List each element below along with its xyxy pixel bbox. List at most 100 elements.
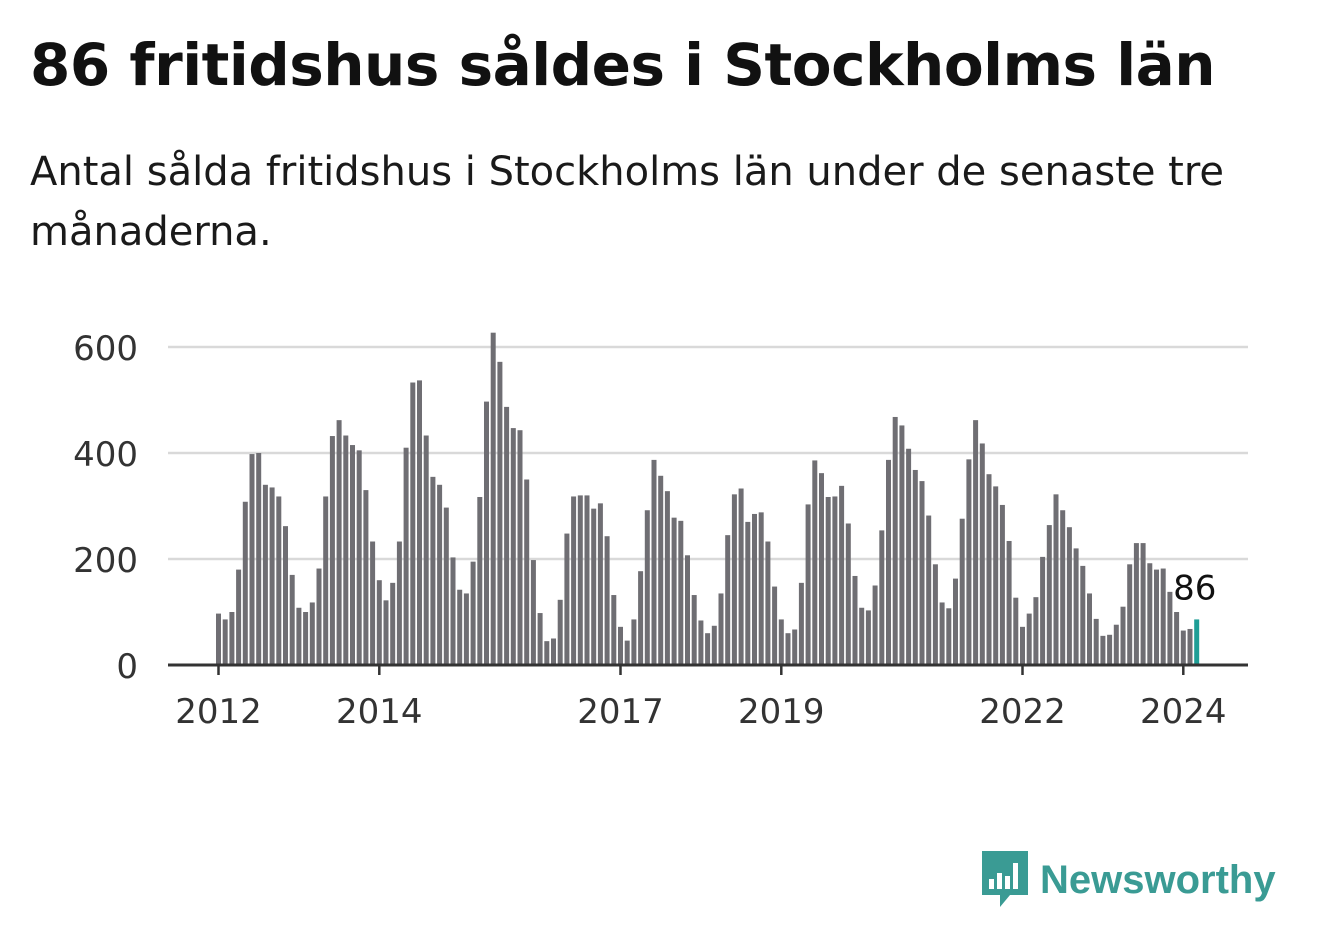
bar: [450, 557, 456, 665]
highlight-bar: [1194, 619, 1200, 665]
bar: [959, 518, 965, 665]
bar: [557, 599, 563, 665]
bar: [798, 582, 804, 665]
bar: [564, 533, 570, 665]
bar: [725, 535, 731, 665]
chart-subtitle: Antal sålda fritidshus i Stockholms län …: [30, 149, 1225, 255]
bar: [879, 530, 885, 665]
bar: [1140, 543, 1146, 665]
y-axis-tick-labels: 0 200 400 600: [73, 329, 138, 687]
bar: [986, 474, 992, 665]
bar: [711, 625, 717, 665]
bar: [222, 619, 228, 665]
bar: [946, 608, 952, 665]
bar: [1060, 510, 1066, 665]
newsworthy-logo-icon: [982, 851, 1028, 907]
bar: [685, 555, 690, 665]
bar: [497, 361, 503, 665]
bar: [537, 613, 543, 665]
bar: [1147, 563, 1153, 665]
bar: [886, 459, 891, 665]
bar: [939, 602, 945, 665]
bar: [973, 420, 979, 665]
bar: [376, 580, 382, 665]
bar: [437, 484, 443, 665]
bar: [812, 460, 818, 665]
highlight-value-label: 86: [1173, 568, 1216, 608]
bar: [242, 501, 248, 665]
bar: [490, 332, 496, 665]
bars: [216, 332, 1200, 665]
x-tick-label: 2024: [1140, 692, 1227, 732]
bar: [1073, 548, 1079, 665]
bar: [872, 585, 878, 665]
bar: [926, 515, 932, 665]
bar: [1066, 527, 1072, 665]
bar: [906, 448, 912, 665]
chart-title: 86 fritidshus såldes i Stockholms län: [30, 31, 1216, 99]
bar: [825, 496, 831, 665]
bar: [256, 453, 262, 665]
bar: [470, 561, 476, 665]
bar: [1167, 591, 1173, 665]
bar: [1107, 634, 1113, 665]
bar: [1174, 612, 1180, 665]
bar: [1120, 606, 1126, 665]
bar: [370, 541, 376, 665]
bar: [463, 593, 469, 665]
bar: [772, 586, 778, 665]
x-axis-ticks: 2012 2014 2017 2019 2022 2024: [175, 665, 1227, 732]
bar: [249, 454, 255, 665]
bar: [671, 517, 677, 665]
bar: [1154, 569, 1159, 665]
bar: [269, 487, 275, 665]
bar: [597, 503, 603, 665]
bar: [731, 494, 737, 665]
bar: [323, 496, 329, 665]
bar: [1113, 624, 1119, 665]
bar: [363, 490, 369, 665]
x-tick-label: 2017: [577, 692, 664, 732]
bar: [832, 496, 838, 665]
bar: [966, 459, 972, 665]
bar: [778, 619, 784, 665]
bar: [1026, 613, 1032, 665]
bar: [618, 626, 623, 665]
y-tick-label: 200: [73, 541, 138, 581]
bar: [343, 435, 349, 665]
bar: [758, 512, 764, 665]
bar: [1093, 618, 1099, 665]
bar: [1160, 568, 1166, 665]
bar: [1100, 635, 1106, 665]
y-tick-label: 600: [73, 329, 138, 369]
bar: [410, 382, 416, 665]
bar: [819, 473, 824, 665]
bar: [430, 476, 436, 665]
bar: [698, 620, 704, 665]
bar: [805, 504, 811, 665]
x-tick-label: 2012: [175, 692, 262, 732]
bar: [316, 568, 322, 665]
bar: [296, 607, 302, 665]
bar: [591, 508, 597, 665]
bar: [912, 469, 918, 665]
bar: [953, 578, 958, 665]
bar: [691, 595, 697, 665]
bar: [919, 481, 925, 665]
bar: [584, 495, 590, 665]
bar: [1020, 626, 1025, 665]
bar: [852, 575, 858, 665]
bar: [1006, 540, 1012, 665]
bar: [979, 443, 985, 665]
bar: [350, 445, 355, 665]
bar: [530, 560, 536, 665]
bar: [638, 571, 644, 665]
bar: [484, 401, 489, 665]
bar: [383, 600, 389, 665]
bar: [396, 541, 402, 665]
bar: [390, 582, 396, 665]
bar: [303, 612, 309, 665]
bar: [524, 479, 530, 665]
y-tick-label: 400: [73, 435, 138, 475]
bar: [1013, 597, 1019, 665]
